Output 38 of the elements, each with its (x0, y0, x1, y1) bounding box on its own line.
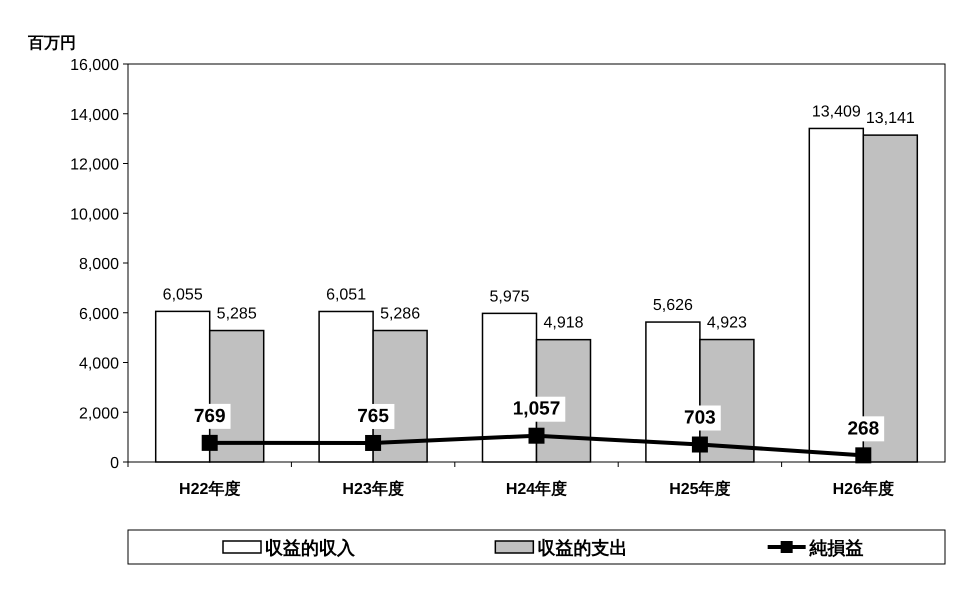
y-tick-label: 2,000 (78, 405, 120, 422)
legend-label: 収益的収入 (265, 538, 356, 558)
y-tick-label: 4,000 (78, 356, 120, 372)
y-tick-label: 6,000 (78, 306, 120, 323)
x-tick-label: H25年度 (669, 479, 731, 498)
data-label: 769 (194, 406, 226, 427)
data-label: 5,975 (489, 288, 530, 306)
y-axis-title: 百万円 (27, 35, 76, 52)
point (202, 434, 218, 451)
y-tick-label: 12,000 (70, 156, 120, 174)
data-label: 268 (847, 418, 880, 440)
x-tick-label: H22年度 (179, 479, 240, 498)
data-label: 13,141 (866, 110, 915, 128)
y-tick-label: 16,000 (70, 57, 120, 74)
data-label: 5,626 (652, 297, 694, 314)
x-tick-label: H23年度 (342, 479, 404, 498)
data-label: 6,055 (162, 286, 203, 304)
y-tick-label: 10,000 (70, 206, 120, 224)
data-label: 13,409 (812, 103, 861, 120)
data-label: 703 (684, 408, 716, 429)
data-label: 6,051 (326, 286, 366, 304)
legend-label: 収益的支出 (537, 538, 628, 558)
x-tick-label: H24年度 (506, 479, 568, 498)
y-tick-label: 8,000 (78, 256, 120, 273)
data-label: 4,923 (706, 314, 748, 332)
point (528, 428, 544, 444)
point (692, 436, 708, 453)
point (855, 447, 872, 464)
data-label: 765 (357, 406, 390, 427)
y-tick-label: 14,000 (70, 106, 120, 124)
legend-label: 純損益 (808, 538, 864, 558)
point (365, 434, 382, 451)
data-label: 4,918 (543, 314, 584, 332)
data-label: 5,286 (380, 306, 420, 323)
data-label: 1,057 (512, 398, 560, 420)
y-tick-label: 0 (110, 455, 120, 472)
x-tick-label: H26年度 (832, 479, 894, 498)
data-label: 5,285 (216, 306, 257, 323)
